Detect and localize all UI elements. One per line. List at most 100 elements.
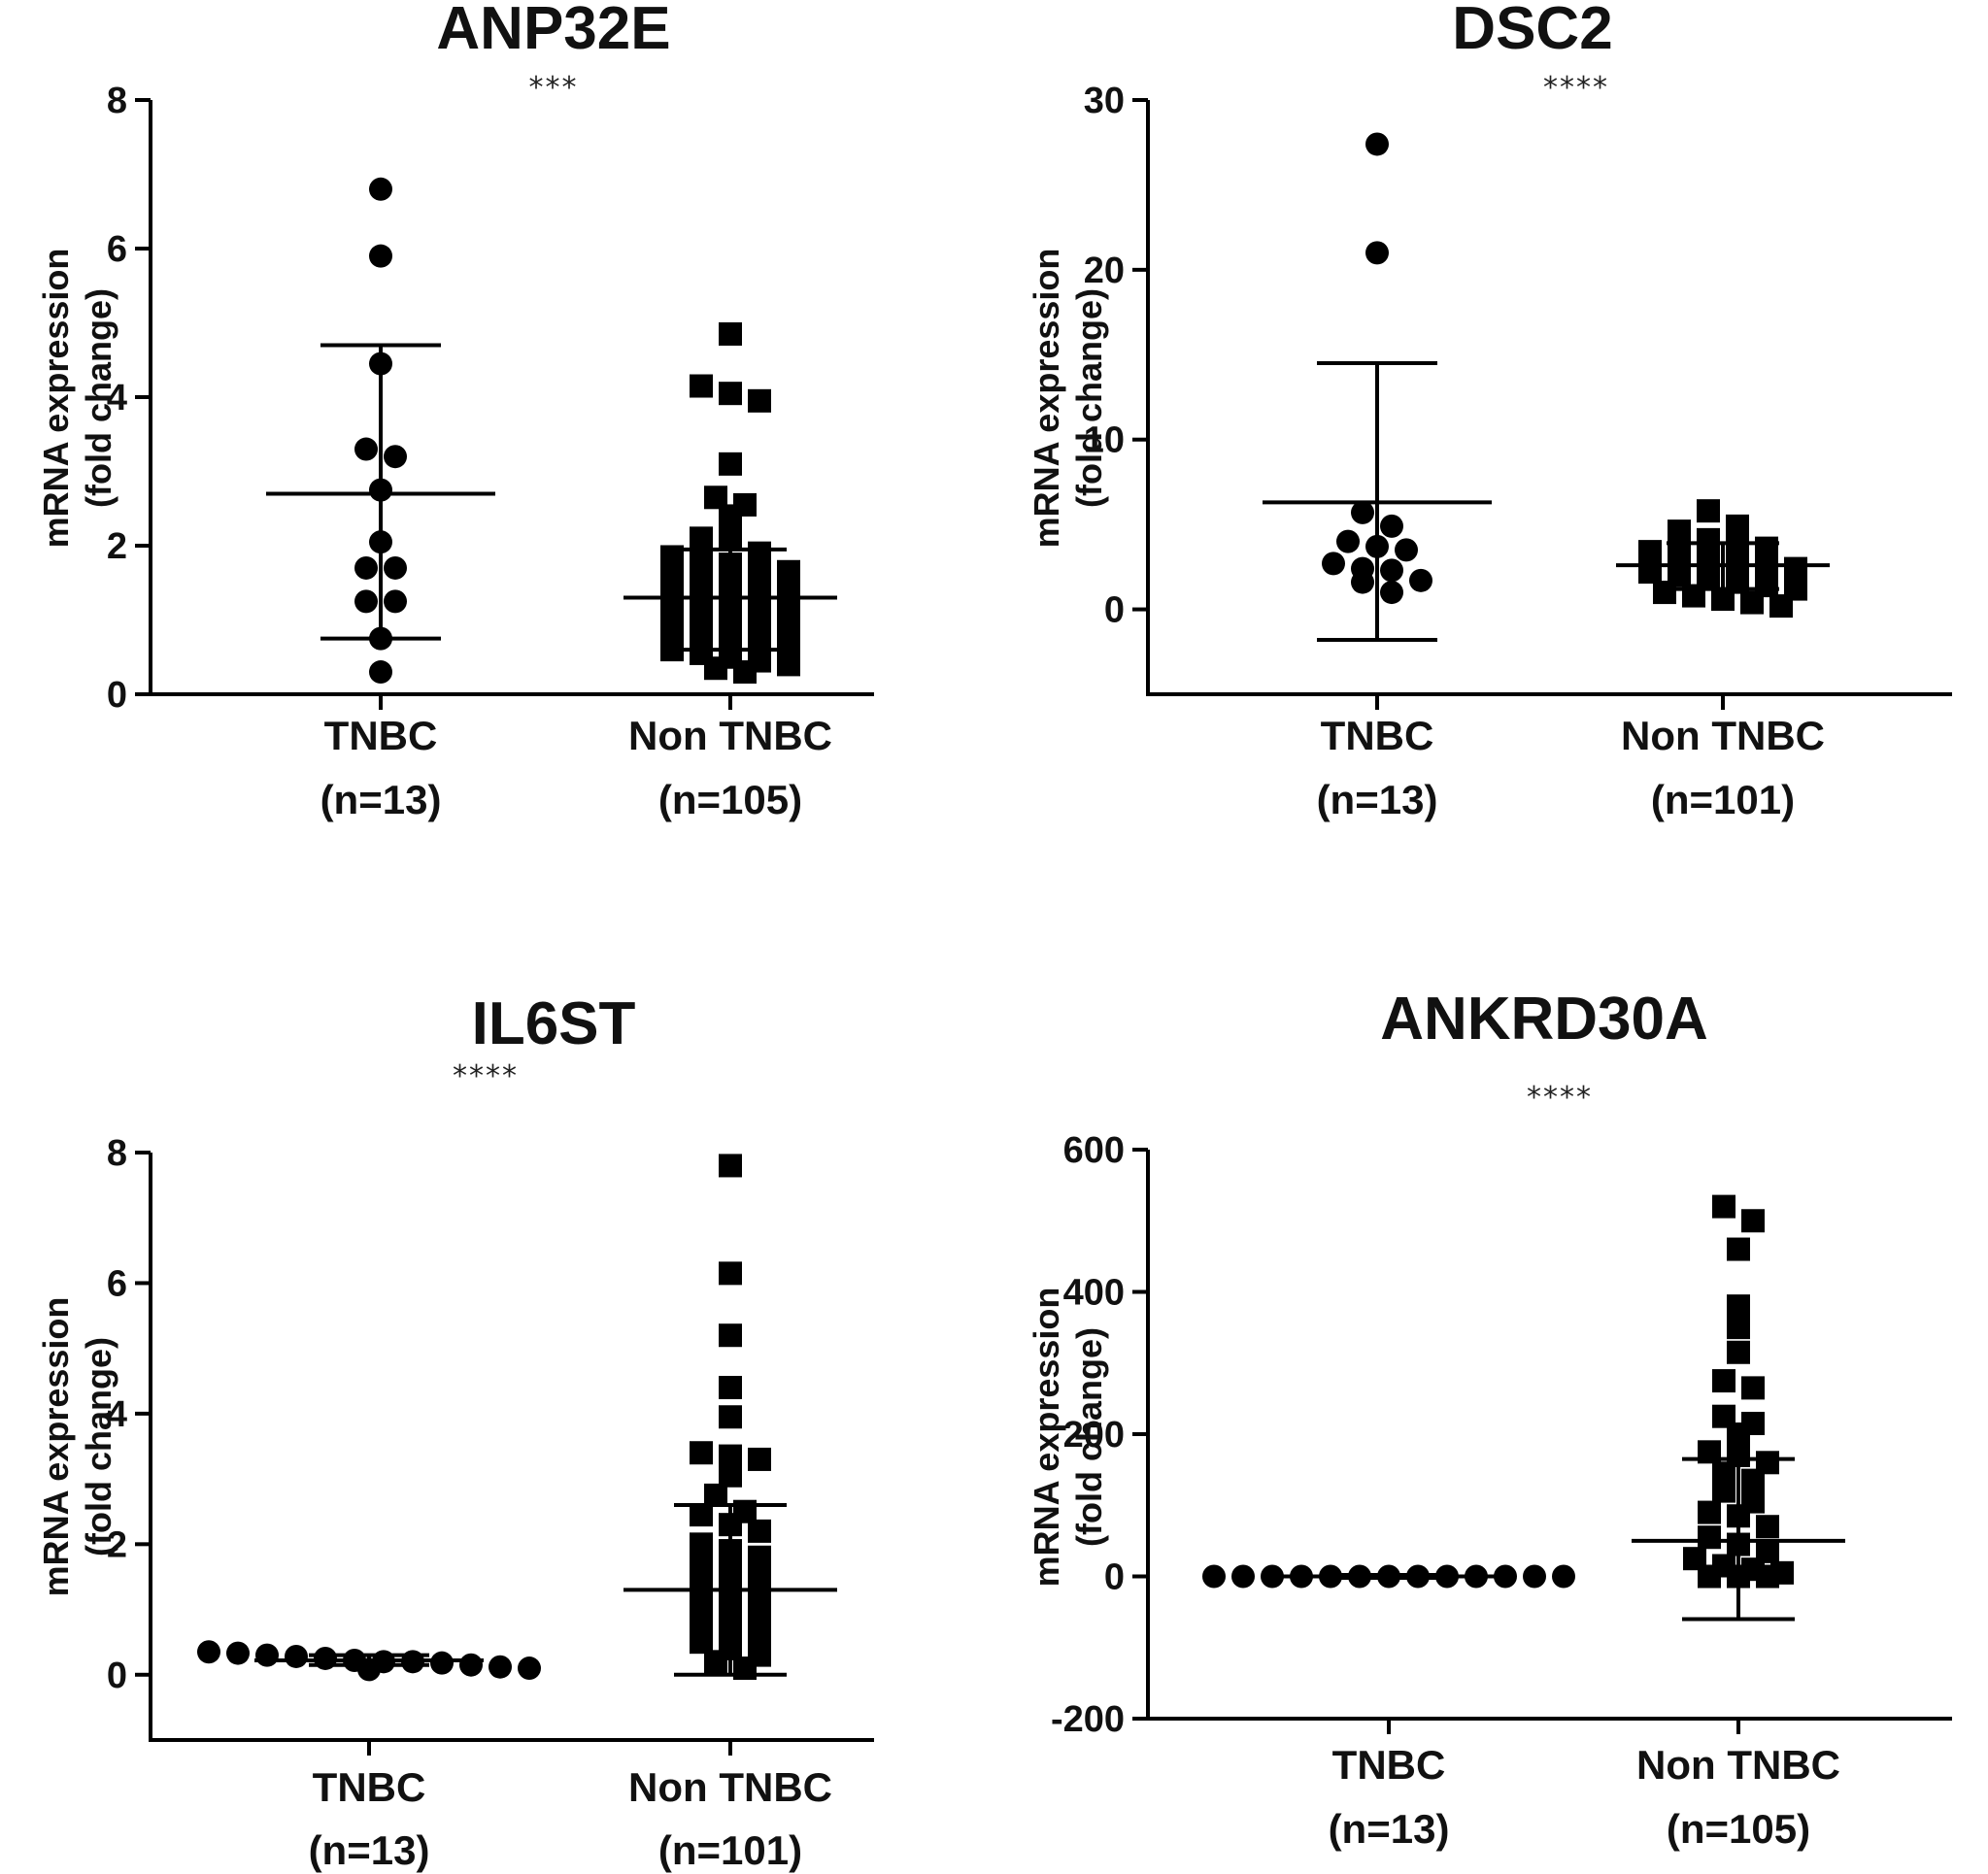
y-tick-label: 6 bbox=[107, 1263, 127, 1304]
chart-panel-dsc2: DSC2 **** mRNA expression(fold change) 0 10 2… bbox=[1027, 0, 1952, 822]
category-label: TNBC bbox=[313, 1764, 426, 1810]
data-point bbox=[1322, 552, 1345, 576]
data-point bbox=[719, 452, 742, 476]
category-n-label: (n=101) bbox=[1651, 777, 1795, 822]
data-point bbox=[748, 1604, 771, 1628]
y-tick-label: 20 bbox=[1084, 251, 1125, 291]
data-point bbox=[354, 555, 378, 580]
data-point bbox=[1638, 540, 1662, 564]
y-tick-label: 4 bbox=[107, 1394, 127, 1435]
data-point bbox=[1698, 1525, 1721, 1550]
category-n-label: (n=13) bbox=[1329, 1806, 1450, 1852]
data-point bbox=[1336, 529, 1360, 553]
chart-panel-il6st: IL6ST**** mRNA expression(fold change) 0 2 4… bbox=[36, 990, 874, 1873]
series-tnbc bbox=[197, 1640, 541, 1682]
category-label: TNBC bbox=[1321, 713, 1434, 758]
chart-title: DSC2 bbox=[1452, 0, 1612, 62]
data-point bbox=[369, 177, 392, 201]
data-point bbox=[489, 1655, 512, 1679]
category-label: Non TNBC bbox=[628, 713, 832, 758]
y-axis-label-line2: (fold change) bbox=[1069, 288, 1109, 508]
y-axis-label: mRNA expression(fold change) bbox=[1027, 249, 1109, 549]
category-label: TNBC bbox=[324, 713, 438, 758]
data-point bbox=[733, 660, 757, 685]
category-n-label: (n=13) bbox=[320, 777, 442, 822]
data-point bbox=[1380, 581, 1403, 605]
data-point bbox=[690, 1611, 713, 1634]
data-point bbox=[1769, 594, 1793, 619]
data-point bbox=[1727, 1422, 1750, 1446]
y-tick-label: 600 bbox=[1063, 1130, 1125, 1171]
category-n-label: (n=101) bbox=[658, 1827, 802, 1873]
y-axis-label-line2: (fold change) bbox=[1069, 1327, 1109, 1547]
y-axis-label: mRNA expression(fold change) bbox=[1027, 1288, 1109, 1588]
y-axis-label-line1: mRNA expression bbox=[1027, 249, 1066, 549]
data-point bbox=[690, 1552, 713, 1576]
chart-panel-anp32e: ANP32E *** mRNA expression(fold change) 0 2 4… bbox=[36, 0, 874, 822]
y-tick-label: -200 bbox=[1051, 1699, 1125, 1740]
data-point bbox=[719, 1154, 742, 1178]
data-point bbox=[1741, 1209, 1765, 1233]
data-point bbox=[719, 321, 742, 346]
data-point bbox=[748, 1623, 771, 1648]
data-point bbox=[1697, 499, 1720, 523]
data-point bbox=[1653, 581, 1676, 605]
category-n-label: (n=105) bbox=[1667, 1806, 1810, 1852]
data-point bbox=[384, 555, 407, 580]
data-point bbox=[690, 374, 713, 398]
y-tick-label: 2 bbox=[107, 526, 127, 567]
data-point bbox=[719, 1376, 742, 1399]
category-n-label: (n=13) bbox=[1317, 777, 1438, 822]
series-tnbc bbox=[1263, 132, 1492, 643]
data-point bbox=[1552, 1564, 1575, 1589]
data-point bbox=[1698, 1564, 1721, 1589]
category-label: TNBC bbox=[1332, 1742, 1446, 1788]
data-point bbox=[255, 1643, 279, 1667]
data-point bbox=[1523, 1564, 1546, 1589]
data-point bbox=[1711, 587, 1735, 612]
y-axis-label: mRNA expression(fold change) bbox=[36, 1297, 118, 1597]
data-point bbox=[1756, 1515, 1779, 1539]
y-tick-label: 6 bbox=[107, 229, 127, 270]
data-point bbox=[1712, 1194, 1735, 1219]
data-point bbox=[226, 1641, 250, 1665]
data-point bbox=[354, 589, 378, 614]
data-point bbox=[719, 1463, 742, 1488]
data-point bbox=[1261, 1564, 1284, 1589]
y-axis-label-line2: (fold change) bbox=[79, 1337, 118, 1556]
y-axis-label-line1: mRNA expression bbox=[36, 1297, 76, 1597]
data-point bbox=[748, 1545, 771, 1569]
data-point bbox=[1698, 1500, 1721, 1524]
data-point bbox=[430, 1651, 454, 1675]
data-point bbox=[1726, 550, 1749, 574]
data-point bbox=[1784, 556, 1807, 581]
data-point bbox=[1712, 1369, 1735, 1393]
category-label: Non TNBC bbox=[1621, 713, 1825, 758]
data-point bbox=[704, 1483, 727, 1507]
data-point bbox=[459, 1653, 483, 1677]
series-non-tnbc bbox=[623, 1154, 837, 1681]
data-point bbox=[719, 504, 742, 528]
y-tick-label: 0 bbox=[1104, 1557, 1125, 1598]
significance-label: *** bbox=[529, 71, 579, 105]
data-point bbox=[748, 1447, 771, 1471]
data-point bbox=[354, 437, 378, 461]
data-point bbox=[690, 1590, 713, 1615]
category-label: Non TNBC bbox=[628, 1764, 832, 1810]
data-point bbox=[1380, 558, 1403, 583]
y-tick-label: 0 bbox=[107, 675, 127, 716]
data-point bbox=[1727, 1316, 1750, 1340]
data-point bbox=[384, 445, 407, 469]
y-tick-label: 30 bbox=[1084, 81, 1125, 121]
data-point bbox=[1365, 132, 1389, 156]
data-point bbox=[1365, 241, 1389, 265]
y-axis-label-line1: mRNA expression bbox=[36, 249, 76, 549]
chart-title: IL6ST bbox=[472, 990, 636, 1057]
y-tick-label: 2 bbox=[107, 1524, 127, 1565]
y-tick-label: 200 bbox=[1063, 1415, 1125, 1456]
data-point bbox=[690, 1630, 713, 1655]
data-point bbox=[369, 244, 392, 268]
y-axis-label-line1: mRNA expression bbox=[1027, 1288, 1066, 1588]
data-point bbox=[748, 1564, 771, 1589]
category-n-label: (n=105) bbox=[658, 777, 802, 822]
